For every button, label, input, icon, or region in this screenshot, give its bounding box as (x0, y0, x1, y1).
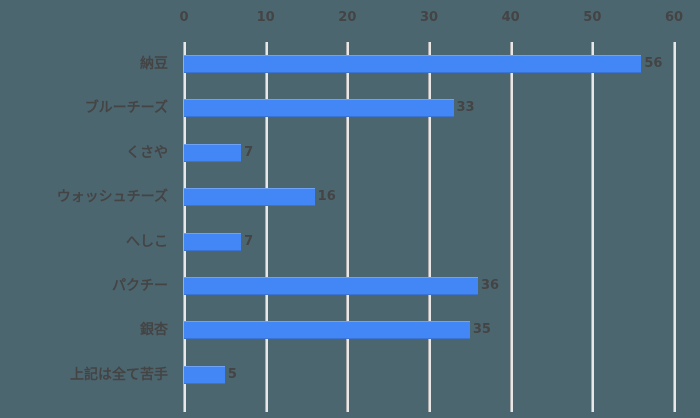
value-label: 5 (227, 366, 237, 382)
gridline (264, 42, 268, 412)
bar (184, 55, 642, 73)
value-label: 56 (644, 56, 663, 71)
value-label: 7 (244, 144, 254, 160)
x-tick-label: 30 (419, 10, 439, 25)
value-label: 33 (456, 100, 475, 116)
category-label: くさや (126, 144, 168, 161)
category-label: 銀杏 (140, 322, 168, 339)
gridline (673, 42, 676, 412)
value-label: 36 (481, 278, 500, 293)
category-label: ブルーチーズ (84, 100, 168, 117)
bar (184, 232, 242, 251)
x-tick-label: 40 (501, 10, 520, 25)
gridline (428, 42, 431, 412)
category-label: 納豆 (140, 56, 168, 72)
value-label: 35 (472, 322, 491, 338)
bar (184, 365, 225, 384)
x-tick-label: 50 (583, 10, 602, 25)
bar (184, 321, 470, 340)
bar (184, 143, 242, 162)
value-label: 7 (244, 233, 254, 249)
x-tick-label: 0 (179, 10, 189, 25)
bar (184, 277, 478, 295)
category-label: 上記は全て苦手 (70, 366, 168, 383)
gridline (183, 42, 186, 412)
category-label: パクチー (112, 278, 168, 294)
category-label: ウォッシュチーズ (56, 189, 168, 206)
value-label: 16 (317, 189, 336, 205)
gridline (346, 42, 350, 412)
category-label: へしこ (126, 233, 168, 250)
gridline (509, 42, 513, 412)
x-tick-label: 20 (338, 10, 357, 25)
bar (184, 99, 454, 118)
x-tick-label: 10 (256, 10, 275, 25)
x-tick-label: 60 (664, 10, 684, 25)
bar (184, 188, 315, 207)
gridline (591, 42, 595, 412)
